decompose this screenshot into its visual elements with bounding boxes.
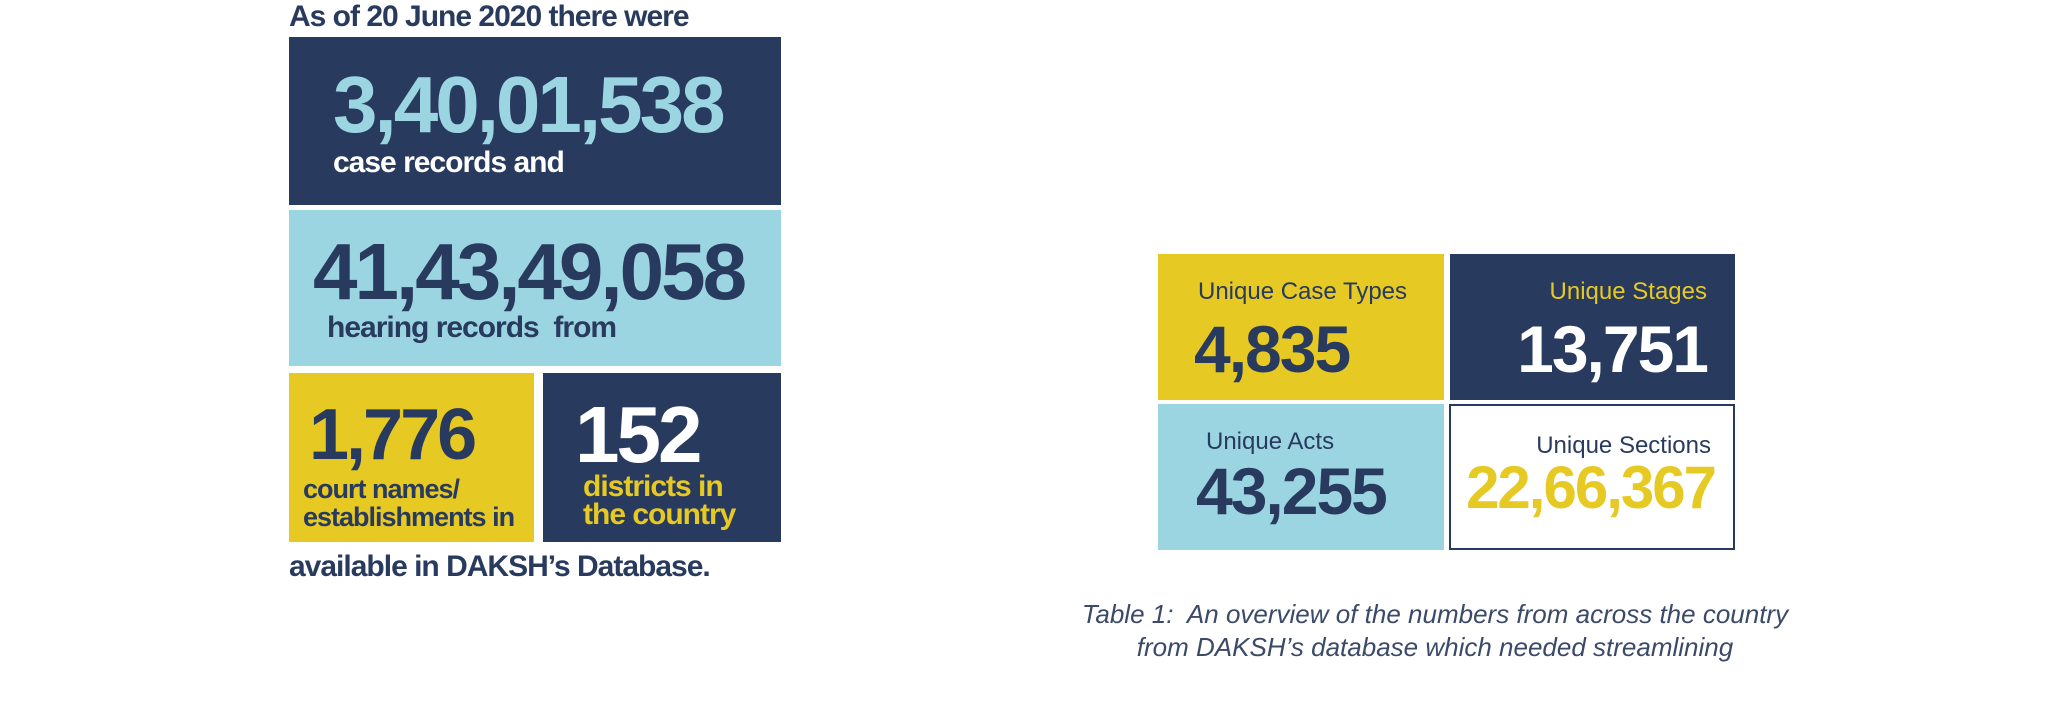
hearing-records-panel: 41,43,49,058 hearing records from	[289, 210, 781, 366]
districts-label-line2: the country	[583, 498, 736, 531]
caption-line-1: Table 1: An overview of the numbers from…	[1081, 599, 1789, 629]
stages-cell: Unique Stages 13,751	[1450, 254, 1735, 400]
courts-label-line1: court names/	[303, 474, 460, 504]
districts-number: 152	[575, 390, 702, 479]
case-records-panel: 3,40,01,538 case records and	[289, 37, 781, 205]
stages-value: 13,751	[1517, 312, 1709, 386]
courts-number: 1,776	[309, 395, 477, 475]
acts-cell: Unique Acts 43,255	[1158, 404, 1444, 550]
database-footer: available in DAKSH’s Database.	[289, 550, 711, 583]
case-types-cell: Unique Case Types 4,835	[1158, 254, 1444, 400]
stages-label: Unique Stages	[1549, 278, 1707, 305]
sections-label: Unique Sections	[1536, 432, 1711, 459]
courts-label-line2: establishments in	[303, 502, 515, 532]
case-records-number: 3,40,01,538	[333, 60, 726, 149]
table-caption: Table 1: An overview of the numbers from…	[1020, 598, 1850, 664]
case-types-value: 4,835	[1194, 312, 1351, 386]
courts-panel: 1,776 court names/ establishments in	[289, 373, 534, 542]
caption-line-2: from DAKSH’s database which needed strea…	[1136, 632, 1734, 662]
hearing-records-label: hearing records from	[327, 311, 617, 344]
hearing-records-number: 41,43,49,058	[313, 227, 747, 316]
acts-value: 43,255	[1196, 454, 1388, 528]
acts-label: Unique Acts	[1206, 428, 1335, 455]
sections-cell: Unique Sections 22,66,367	[1449, 404, 1735, 550]
districts-panel: 152 districts in the country	[543, 373, 781, 542]
case-types-label: Unique Case Types	[1198, 278, 1408, 305]
districts-label-line1: districts in	[583, 470, 724, 503]
case-records-label: case records and	[333, 146, 565, 179]
sections-value: 22,66,367	[1466, 454, 1717, 521]
intro-heading: As of 20 June 2020 there were	[289, 0, 690, 33]
